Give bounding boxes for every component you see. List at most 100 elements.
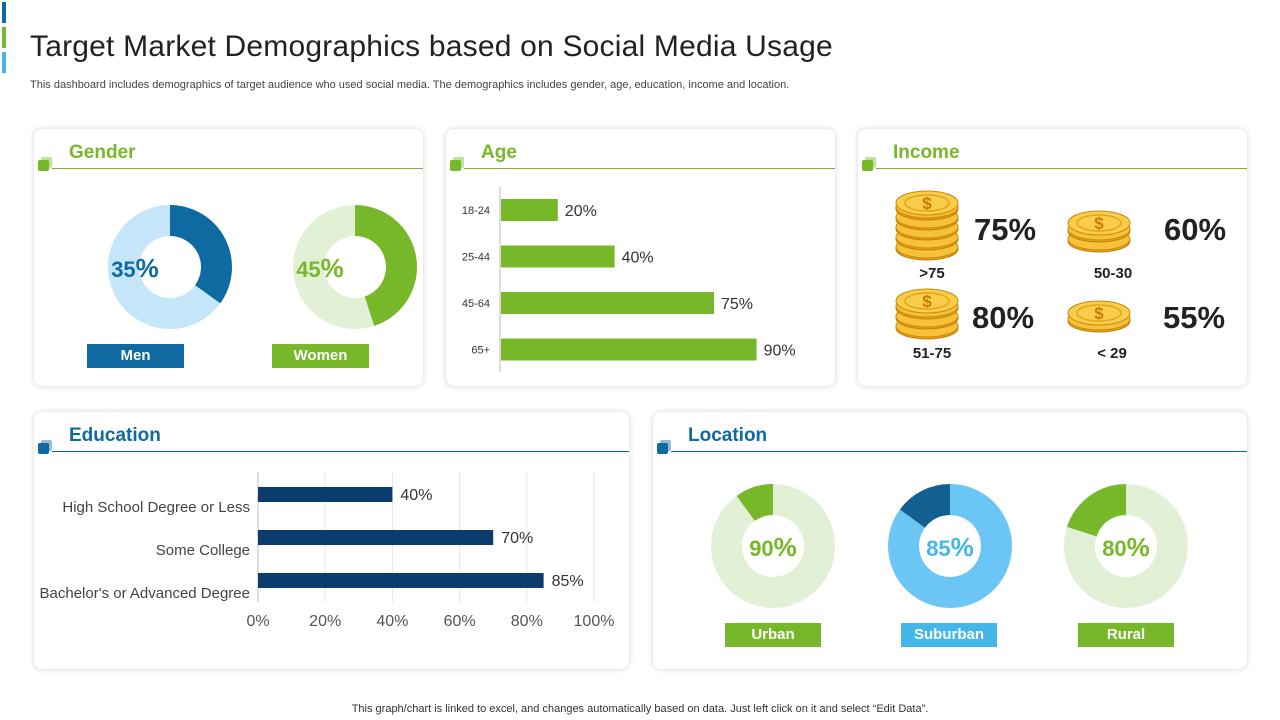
age-tick-label: 25-44 [462, 252, 490, 264]
education-x-tick-label: 60% [444, 613, 476, 630]
men-remainder-slice [107, 205, 221, 329]
accent-bar-sky [2, 52, 6, 73]
suburban-percent-value: 85 [926, 536, 950, 561]
age-tick-label: 18-24 [462, 205, 490, 217]
suburban-percent-unit: % [951, 532, 974, 562]
women-percent-value: 45 [296, 257, 320, 282]
men-tag: Men [87, 344, 184, 368]
education-category-label: High School Degree or Less [62, 499, 250, 516]
footer-note: This graph/chart is linked to excel, and… [351, 703, 929, 715]
education-x-tick-label: 20% [309, 613, 341, 630]
panel-marker-icon [38, 160, 49, 171]
women-percent-label: 45% [296, 253, 344, 283]
education-x-tick-label: 100% [574, 613, 615, 630]
panel-divider [464, 168, 835, 169]
age-bar [501, 245, 615, 268]
coin-stack-icon [895, 190, 959, 261]
age-bar [501, 338, 757, 361]
men-percent-label: 35% [111, 253, 159, 283]
panel-marker-icon [450, 160, 461, 171]
rural-percent-value: 80 [1102, 536, 1126, 561]
income-label-2: 50-30 [1093, 265, 1133, 282]
suburban-remainder-slice [899, 484, 950, 528]
urban-percent-value: 90 [749, 536, 773, 561]
education-bar [258, 573, 544, 588]
panel-divider [671, 451, 1247, 452]
panel-divider [52, 451, 629, 452]
rural-percent-label: 80% [1102, 532, 1150, 562]
gender-title: Gender [69, 142, 136, 163]
location-chart: 90% 85% 80% [711, 484, 1188, 608]
education-x-tick-label: 80% [511, 613, 543, 630]
gender-panel: Gender 35% 45% Men Women [34, 129, 423, 386]
education-x-tick-label: 40% [376, 613, 408, 630]
education-panel: Education 0% 20% 40% 60% 80% 100% High School … [34, 412, 629, 669]
urban-remainder-slice [736, 484, 773, 521]
coin-stack-icon [1067, 210, 1131, 253]
education-value-label: 70% [501, 530, 533, 547]
education-category-label: Some College [156, 542, 250, 559]
income-value-4: 55% [1162, 300, 1226, 335]
rural-remainder-slice [1067, 484, 1126, 537]
rural-slice [1064, 484, 1188, 608]
men-percent-unit: % [136, 253, 159, 283]
income-value-2: 60% [1163, 212, 1227, 247]
age-panel: Age 18-24 20% 25-44 40% 45-64 75% 65+ 90% [446, 129, 835, 386]
women-tag: Women [272, 344, 369, 368]
income-title: Income [893, 142, 960, 163]
education-value-label: 40% [400, 487, 432, 504]
location-panel: Location 90% 85% 80% Urban Suburban Rura… [653, 412, 1247, 669]
panel-divider [52, 168, 423, 169]
education-bar [258, 487, 393, 502]
education-bar-chart: 0% 20% 40% 60% 80% 100% High School Degree or … [40, 472, 615, 630]
rural-percent-unit: % [1127, 532, 1150, 562]
panel-marker-icon [862, 160, 873, 171]
education-category-label: Bachelor's or Advanced Degree [40, 585, 251, 602]
age-value-label: 90% [764, 343, 796, 360]
income-value-1: 75% [973, 212, 1037, 247]
suburban-percent-label: 85% [926, 532, 974, 562]
education-value-label: 85% [552, 573, 584, 590]
men-donut [107, 205, 232, 329]
suburban-slice [888, 484, 1012, 608]
age-value-label: 20% [565, 203, 597, 220]
age-bar-chart: 18-24 20% 25-44 40% 45-64 75% 65+ 90% [462, 187, 796, 372]
urban-donut [711, 484, 835, 608]
coin-stack-icon [1067, 300, 1131, 333]
age-title: Age [481, 142, 517, 163]
suburban-donut [888, 484, 1012, 608]
women-percent-unit: % [321, 253, 344, 283]
gender-chart: 35% 45% [107, 205, 417, 329]
page-title: Target Market Demographics based on Soci… [30, 30, 833, 63]
education-bar [258, 530, 494, 545]
accent-bar-blue [2, 2, 6, 23]
income-label-3: 51-75 [912, 345, 952, 362]
panel-divider [876, 168, 1247, 169]
urban-percent-label: 90% [749, 532, 797, 562]
income-value-3: 80% [971, 300, 1035, 335]
men-percent-value: 35 [111, 257, 135, 282]
panel-marker-icon [38, 443, 49, 454]
age-tick-label: 65+ [471, 345, 490, 357]
urban-tag: Urban [725, 623, 821, 647]
suburban-tag: Suburban [901, 623, 997, 647]
urban-slice [711, 484, 835, 608]
age-bar [501, 292, 714, 314]
rural-tag: Rural [1078, 623, 1174, 647]
education-x-tick-label: 0% [246, 613, 269, 630]
coin-stack-icon [895, 288, 959, 340]
location-title: Location [688, 425, 768, 446]
urban-percent-unit: % [774, 532, 797, 562]
men-slice [170, 205, 232, 304]
income-label-1: >75 [919, 265, 945, 282]
page-subtitle: This dashboard includes demographics of … [30, 79, 790, 91]
age-value-label: 40% [622, 250, 654, 267]
age-bar [501, 199, 558, 221]
panel-marker-icon [657, 443, 668, 454]
women-slice [355, 205, 417, 326]
age-value-label: 75% [721, 296, 753, 313]
accent-bar-green [2, 27, 6, 48]
women-donut [292, 205, 417, 329]
rural-donut [1064, 484, 1188, 608]
women-remainder-slice [292, 205, 375, 329]
